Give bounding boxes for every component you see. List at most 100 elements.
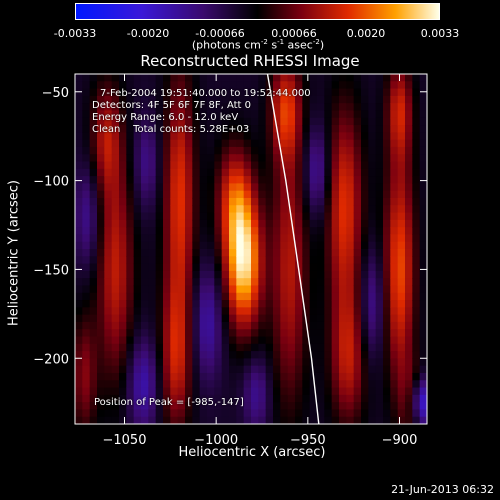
heatmap-cell (273, 183, 281, 192)
heatmap-cell (111, 270, 120, 279)
heatmap-cell (199, 88, 208, 97)
heatmap-cell (141, 161, 149, 170)
heatmap-cell (251, 351, 259, 359)
heatmap-cell (265, 380, 274, 389)
heatmap-cell (148, 321, 157, 330)
heatmap-cell (155, 197, 164, 206)
heatmap-cell (324, 329, 333, 338)
heatmap-cell (104, 219, 113, 228)
heatmap-cell (75, 190, 83, 199)
heatmap-cell (148, 125, 157, 133)
heatmap-cell (287, 190, 296, 199)
heatmap-cell (236, 343, 245, 352)
heatmap-cell (258, 387, 267, 396)
heatmap-cell (163, 212, 171, 221)
heatmap-cell (412, 125, 421, 133)
heatmap-cell (309, 365, 318, 374)
heatmap-cell (221, 154, 230, 163)
heatmap-cell (163, 351, 171, 359)
heatmap-cell (251, 300, 259, 308)
heatmap-cell (258, 270, 267, 279)
heatmap-cell (419, 183, 427, 192)
heatmap-cell (405, 176, 413, 184)
heatmap-cell (97, 212, 105, 221)
heatmap-cell (280, 234, 289, 243)
heatmap-cell (89, 365, 98, 374)
heatmap-cell (119, 402, 127, 411)
heatmap-cell (111, 132, 120, 141)
heatmap-cell (199, 314, 208, 323)
heatmap-cell (346, 307, 355, 316)
heatmap-cell (104, 329, 113, 338)
heatmap-cell (170, 402, 179, 411)
heatmap-cell (207, 139, 215, 148)
heatmap-cell (287, 270, 296, 279)
heatmap-cell (104, 321, 113, 330)
heatmap-cell (155, 358, 164, 367)
heatmap-cell (339, 416, 347, 424)
heatmap-cell (419, 241, 427, 250)
heatmap-cell (405, 219, 413, 228)
heatmap-cell (419, 387, 427, 396)
heatmap-cell (199, 176, 208, 184)
heatmap-cell (236, 241, 245, 250)
heatmap-cell (214, 402, 223, 411)
heatmap-cell (243, 227, 252, 236)
heatmap-cell (405, 409, 413, 418)
heatmap-cell (309, 205, 318, 214)
heatmap-cell (353, 394, 362, 403)
heatmap-cell (97, 285, 105, 294)
heatmap-cell (177, 125, 186, 133)
heatmap-cell (133, 103, 142, 112)
heatmap-cell (229, 372, 237, 381)
heatmap-cell (243, 190, 252, 199)
heatmap-cell (375, 409, 384, 418)
heatmap-cell (383, 117, 391, 126)
heatmap-cell (419, 110, 427, 119)
heatmap-cell (229, 416, 237, 424)
heatmap-cell (119, 161, 127, 170)
heatmap-cell (397, 270, 406, 279)
heatmap-cell (155, 212, 164, 221)
heatmap-cell (405, 146, 413, 155)
heatmap-cell (368, 205, 377, 214)
heatmap-cell (75, 409, 83, 418)
heatmap-cell (82, 358, 91, 367)
heatmap-cell (177, 168, 186, 177)
heatmap-cell (375, 183, 384, 192)
heatmap-cell (97, 219, 105, 228)
heatmap-cell (155, 234, 164, 243)
heatmap-cell (133, 263, 142, 272)
heatmap-cell (170, 365, 179, 374)
heatmap-cell (397, 117, 406, 126)
heatmap-cell (236, 409, 245, 418)
heatmap-cell (390, 132, 399, 141)
heatmap-cell (419, 314, 427, 323)
heatmap-cell (412, 81, 421, 90)
heatmap-cell (82, 351, 91, 359)
heatmap-cell (185, 249, 193, 257)
heatmap-cell (185, 154, 193, 163)
heatmap-cell (214, 241, 223, 250)
heatmap-cell (82, 125, 91, 133)
heatmap-cell (390, 402, 399, 411)
heatmap-cell (163, 88, 171, 97)
heatmap-cell (412, 270, 421, 279)
heatmap-cell (126, 372, 135, 381)
heatmap-cell (273, 394, 281, 403)
heatmap-cell (273, 146, 281, 155)
heatmap-cell (324, 197, 333, 206)
heatmap-cell (185, 343, 193, 352)
heatmap-cell (89, 154, 98, 163)
heatmap-cell (163, 372, 171, 381)
heatmap-cell (177, 219, 186, 228)
heatmap-cell (119, 183, 127, 192)
heatmap-cell (89, 321, 98, 330)
heatmap-cell (405, 358, 413, 367)
heatmap-cell (192, 183, 201, 192)
heatmap-cell (368, 387, 377, 396)
heatmap-cell (331, 365, 340, 374)
heatmap-cell (317, 117, 325, 126)
heatmap-cell (309, 227, 318, 236)
heatmap-cell (104, 176, 113, 184)
